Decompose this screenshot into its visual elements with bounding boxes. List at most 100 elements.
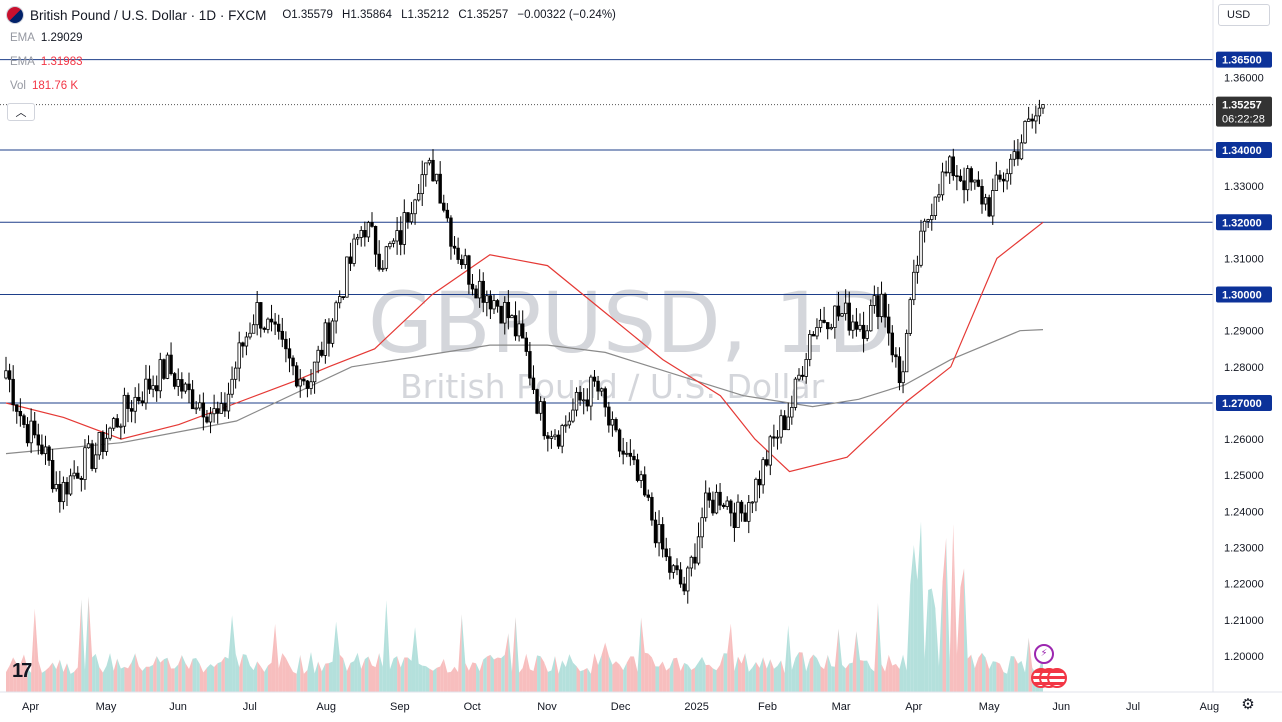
candle <box>65 477 69 507</box>
volume-area <box>849 662 853 692</box>
volume-area <box>511 616 516 692</box>
candle-body <box>887 316 891 334</box>
candle <box>987 194 991 218</box>
volume-area <box>745 653 749 692</box>
candle <box>686 565 690 604</box>
lightning-icon[interactable]: ⚡ <box>1034 644 1054 664</box>
volume-area <box>415 627 419 692</box>
tradingview-logo[interactable]: 17 <box>12 660 32 682</box>
candle-body <box>790 407 794 418</box>
candle <box>158 352 162 399</box>
candle <box>901 360 905 394</box>
collapse-indicators-button[interactable]: ︿ <box>7 103 35 121</box>
candle-body <box>456 247 460 260</box>
volume-area <box>239 654 243 692</box>
candle <box>431 149 435 182</box>
volume-area <box>400 657 405 692</box>
candle-body <box>449 217 453 247</box>
candle-body <box>578 391 582 401</box>
candle-body <box>226 393 231 412</box>
volume-area <box>576 666 581 692</box>
volume-area <box>214 663 218 692</box>
us-flag-icon[interactable] <box>1031 668 1067 688</box>
candle-body <box>54 484 58 490</box>
volume-area <box>174 664 179 692</box>
candle <box>933 196 938 220</box>
candle <box>556 430 561 449</box>
candle <box>377 240 381 272</box>
volume-area <box>318 661 322 692</box>
gear-icon[interactable]: ⚙ <box>1241 696 1255 713</box>
candle <box>521 310 525 339</box>
time-axis[interactable]: Apr May Jun Jul Aug Sep Oct Nov Dec 2025 Feb Mar Apr… <box>22 701 1219 713</box>
volume-area <box>325 663 329 692</box>
volume-area <box>465 662 469 692</box>
level-label: 1.32000 <box>1222 217 1262 229</box>
candle <box>83 439 87 490</box>
candle <box>262 326 267 333</box>
candle-body <box>413 199 417 215</box>
candle <box>800 366 805 381</box>
volume-area <box>594 653 599 692</box>
candle <box>208 406 213 434</box>
candle <box>277 314 281 340</box>
volume-area <box>74 667 78 692</box>
volume-area <box>752 662 756 692</box>
volume-area <box>267 662 272 692</box>
candle-body <box>395 230 399 242</box>
symbol-title[interactable]: British Pound / U.S. Dollar · 1D · FXCM <box>30 7 267 23</box>
time-tick-label: Jun <box>169 701 187 713</box>
indicator-ema-fast[interactable]: EMA 1.31983 <box>10 56 83 68</box>
candle <box>68 468 73 496</box>
candle <box>718 482 722 511</box>
price-axis[interactable]: 1.360001.350001.340001.330001.320001.310… <box>1224 73 1264 663</box>
time-tick-label: Jul <box>243 701 257 713</box>
ema-fast-line[interactable] <box>5 221 1044 473</box>
volume-area <box>1025 637 1029 692</box>
candle-body <box>198 402 202 409</box>
volume-area <box>372 665 376 692</box>
candle-body <box>592 376 597 382</box>
candle <box>531 365 536 395</box>
candle <box>761 457 765 494</box>
candle <box>617 428 622 458</box>
candle <box>33 411 37 439</box>
price-tick-label: 1.29000 <box>1224 326 1264 338</box>
volume-area <box>102 665 107 692</box>
ema-slow-line[interactable] <box>5 329 1044 455</box>
candle-body <box>86 443 91 449</box>
candle <box>750 501 755 514</box>
candle <box>334 300 338 334</box>
time-tick-label: Mar <box>832 701 851 713</box>
candle-body <box>244 336 249 347</box>
volume-area <box>232 615 236 692</box>
candle-body <box>241 342 245 347</box>
indicator-ema-slow[interactable]: EMA 1.29029 <box>10 32 83 44</box>
candle-body <box>890 332 894 356</box>
currency-selector[interactable]: USD <box>1218 4 1270 26</box>
candle <box>793 377 798 411</box>
candle <box>391 238 396 248</box>
candle-body <box>861 324 866 339</box>
volume-area <box>185 663 189 692</box>
volume-area <box>411 627 416 692</box>
candle-body <box>869 305 873 332</box>
candle <box>456 237 460 264</box>
volume-area <box>917 521 921 692</box>
candle <box>739 499 744 522</box>
candle <box>86 435 91 449</box>
volume-area <box>336 621 340 692</box>
candle-body <box>671 565 676 573</box>
candle <box>621 437 625 465</box>
price-tick-label: 1.28000 <box>1224 362 1264 374</box>
candle-body <box>158 359 162 392</box>
level-label-bg <box>1216 214 1272 231</box>
time-tick-label: Oct <box>464 701 481 713</box>
indicator-volume[interactable]: Vol 181.76 K <box>10 80 78 92</box>
volume-area <box>468 662 473 692</box>
volume-area <box>824 654 828 692</box>
candle <box>693 543 697 570</box>
candle <box>237 331 241 382</box>
candle <box>840 312 844 318</box>
